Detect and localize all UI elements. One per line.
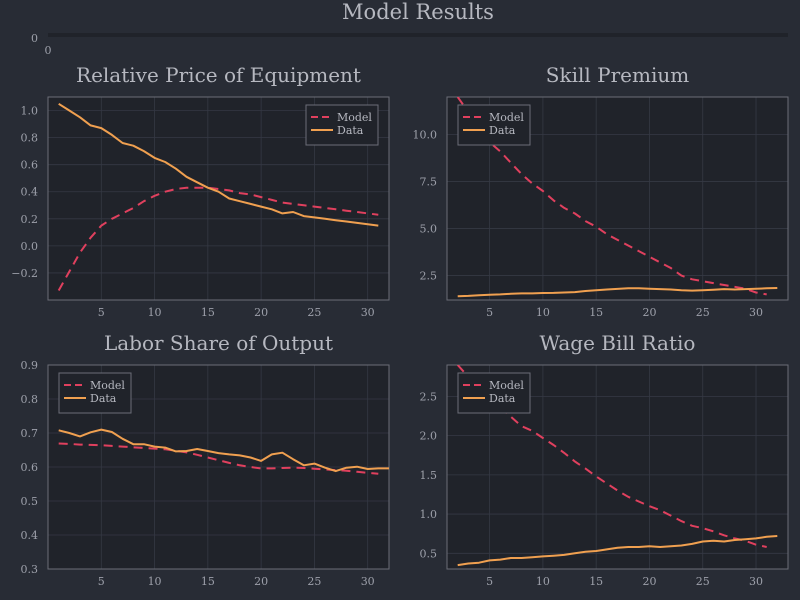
y-tick-label: 10.0: [413, 129, 438, 142]
x-tick-label: 15: [589, 306, 603, 319]
figure-title: Model Results: [342, 0, 494, 24]
y-tick-label: 0.6: [21, 461, 39, 474]
x-tick-label: 5: [486, 306, 493, 319]
axes-frame: [47, 364, 390, 570]
y-tick-label: 0.9: [21, 359, 39, 372]
subplots: Relative Price of Equipment 5 10 15 20 25 30 −0…: [11, 63, 789, 588]
y-tick-label: 2.0: [420, 430, 438, 443]
subplot-title: Relative Price of Equipment: [76, 63, 361, 87]
legend-box: [305, 104, 379, 146]
series-line-data: [457, 535, 778, 567]
x-tick-label: 30: [749, 306, 763, 319]
x-tick-label: 10: [148, 306, 162, 319]
series-line-model: [58, 442, 379, 475]
subplot-relative-price-of-equipment: Relative Price of Equipment 5 10 15 20 25 30 −0…: [11, 63, 390, 319]
y-tick-label: 1.0: [21, 105, 39, 118]
legend-label-data: Data: [489, 392, 516, 405]
top-strip-axis: 0 0: [31, 32, 788, 57]
y-tick-label: 2.5: [420, 390, 438, 403]
legend-label-data: Data: [337, 124, 364, 137]
x-tick-label: 10: [148, 575, 162, 588]
series-line-data: [58, 428, 389, 473]
subplot-title: Labor Share of Output: [104, 331, 333, 355]
series-line-model: [57, 186, 379, 291]
y-tick-label: 0.5: [21, 495, 39, 508]
series-line-data: [58, 102, 379, 227]
axes-frame: [47, 96, 390, 301]
top-strip-plot: [48, 33, 788, 37]
x-tick-label: 25: [696, 306, 710, 319]
y-tick-label: 0.8: [21, 393, 39, 406]
y-tick-label: 7.5: [420, 176, 438, 189]
subplot-title: Skill Premium: [546, 63, 689, 87]
y-tick-label: 0.6: [21, 159, 39, 172]
series-line-data: [457, 287, 778, 298]
top-strip-ytick: 0: [31, 32, 38, 45]
x-tick-label: 5: [98, 306, 105, 319]
axes-frame: [446, 364, 789, 570]
axes-frame: [446, 96, 789, 301]
x-tick-label: 10: [536, 575, 550, 588]
subplot-title: Wage Bill Ratio: [540, 331, 696, 355]
legend-label-model: Model: [90, 379, 125, 392]
x-tick-label: 20: [254, 306, 268, 319]
legend-label-model: Model: [489, 111, 524, 124]
y-tick-label: 0.2: [21, 213, 39, 226]
subplot-labor-share-of-output: Labor Share of Output 5 10 15 20 25 30 0.3 0.4 0.…: [21, 331, 390, 588]
y-tick-label: 1.0: [420, 508, 438, 521]
x-tick-label: 25: [307, 575, 321, 588]
y-tick-label: −0.2: [11, 267, 38, 280]
x-tick-label: 5: [98, 575, 105, 588]
x-tick-label: 20: [254, 575, 268, 588]
x-tick-label: 30: [361, 306, 375, 319]
y-tick-label: 5.0: [420, 223, 438, 236]
y-tick-label: 0.0: [21, 240, 39, 253]
y-tick-label: 0.4: [21, 186, 39, 199]
y-tick-label: 2.5: [420, 270, 438, 283]
x-tick-label: 25: [696, 575, 710, 588]
y-tick-label: 0.4: [21, 529, 39, 542]
legend-box: [457, 372, 531, 414]
x-tick-label: 15: [201, 306, 215, 319]
x-tick-label: 5: [486, 575, 493, 588]
x-tick-label: 10: [536, 306, 550, 319]
legend-box: [58, 372, 132, 414]
y-tick-label: 0.7: [21, 427, 39, 440]
legend-label-data: Data: [489, 124, 516, 137]
legend-label-data: Data: [90, 392, 117, 405]
legend-label-model: Model: [337, 111, 372, 124]
x-tick-label: 15: [589, 575, 603, 588]
y-tick-label: 1.5: [420, 469, 438, 482]
x-tick-label: 20: [642, 575, 656, 588]
x-tick-label: 15: [201, 575, 215, 588]
y-tick-label: 0.5: [420, 547, 438, 560]
x-tick-label: 30: [361, 575, 375, 588]
subplot-wage-bill-ratio: Wage Bill Ratio 5 10 15 20 25 30 0.5 1.0 1.5 2.0 2.…: [420, 331, 789, 588]
x-tick-label: 30: [749, 575, 763, 588]
y-tick-label: 0.8: [21, 132, 39, 145]
series-line-model: [456, 97, 767, 296]
legend-label-model: Model: [489, 379, 524, 392]
subplot-skill-premium: Skill Premium 5 10 15 20 25 30 2.5 5.0 7.5 10.0 Mod…: [413, 63, 789, 319]
x-tick-label: 25: [307, 306, 321, 319]
top-strip-xtick: 0: [45, 44, 52, 57]
series-line-model: [456, 365, 767, 548]
legend-box: [457, 104, 531, 146]
y-tick-label: 0.3: [21, 563, 39, 576]
x-tick-label: 20: [642, 306, 656, 319]
